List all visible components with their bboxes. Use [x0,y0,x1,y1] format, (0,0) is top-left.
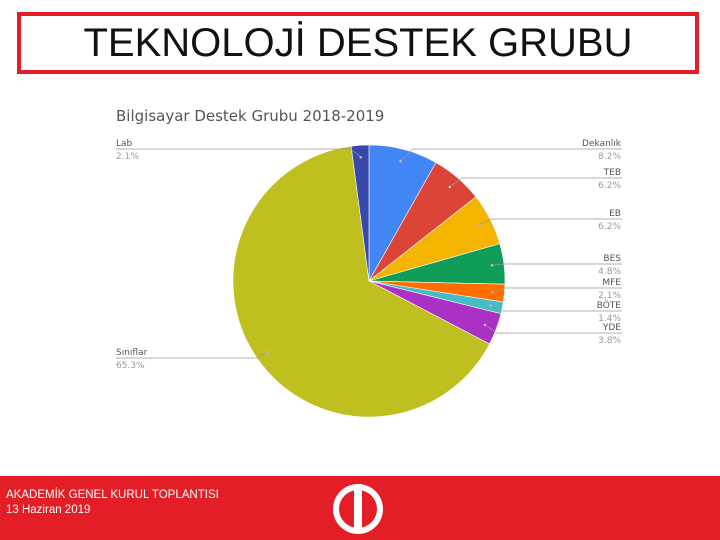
slice-percent: 2.1% [116,152,139,162]
chart-title: Bilgisayar Destek Grubu 2018-2019 [116,107,384,125]
slice-label: BES [603,254,621,264]
leader-line [479,218,622,225]
footer-bar: AKADEMİK GENEL KURUL TOPLANTISI 13 Hazir… [0,476,720,540]
slice-label: MFE [602,278,621,288]
slice-percent: 6.2% [598,181,621,191]
leader-line [400,148,622,162]
leader-line [490,305,622,312]
slice-percent: 2.1% [598,291,621,301]
slice-label: BÖTE [597,300,622,311]
slice-labels: Dekanlık8.2%TEB6.2%EB6.2%BES4.8%MFE2.1%B… [116,139,622,371]
leader-dot [399,159,402,163]
slide-title-text: TEKNOLOJİ DESTEK GRUBU [83,20,633,65]
slice-label: YDE [602,323,621,333]
footer-event: AKADEMİK GENEL KURUL TOPLANTISI [6,489,219,501]
slice-percent: 1.4% [598,314,621,324]
slice-label: EB [609,209,621,219]
pie-slice [350,144,370,282]
slice-label: Lab [116,139,133,149]
leader-dot [491,290,494,294]
slice-percent: 4.8% [598,267,621,277]
leader-dot [483,323,487,327]
pie-slice [232,145,490,418]
footer-text: AKADEMİK GENEL KURUL TOPLANTISI 13 Hazir… [6,488,219,518]
slice-percent: 65.3% [116,361,145,371]
leader-line [116,351,268,359]
university-logo-icon [333,484,383,534]
leader-dot [266,350,269,354]
slide-title: TEKNOLOJİ DESTEK GRUBU [17,12,699,74]
leader-line [116,148,362,158]
slice-label: Dekanlık [582,139,622,149]
leader-dot [448,185,452,189]
leader-line [449,177,622,188]
slice-label: TEB [603,168,621,178]
pie-chart: Bilgisayar Destek Grubu 2018-2019 Dekanl… [116,107,622,418]
footer-date: 13 Haziran 2019 [6,504,91,516]
slice-percent: 3.8% [598,336,621,346]
leader-line [484,324,622,334]
leader-dot [489,304,492,307]
leader-line [491,263,622,266]
slice-percent: 8.2% [598,152,621,162]
slice-label: Sınıflar [116,348,148,358]
leader-dot [359,155,363,159]
slice-percent: 6.2% [598,222,621,232]
leader-dot [490,263,494,267]
leader-line [492,287,622,293]
leader-dot [478,223,481,226]
pie-slices [232,144,506,418]
